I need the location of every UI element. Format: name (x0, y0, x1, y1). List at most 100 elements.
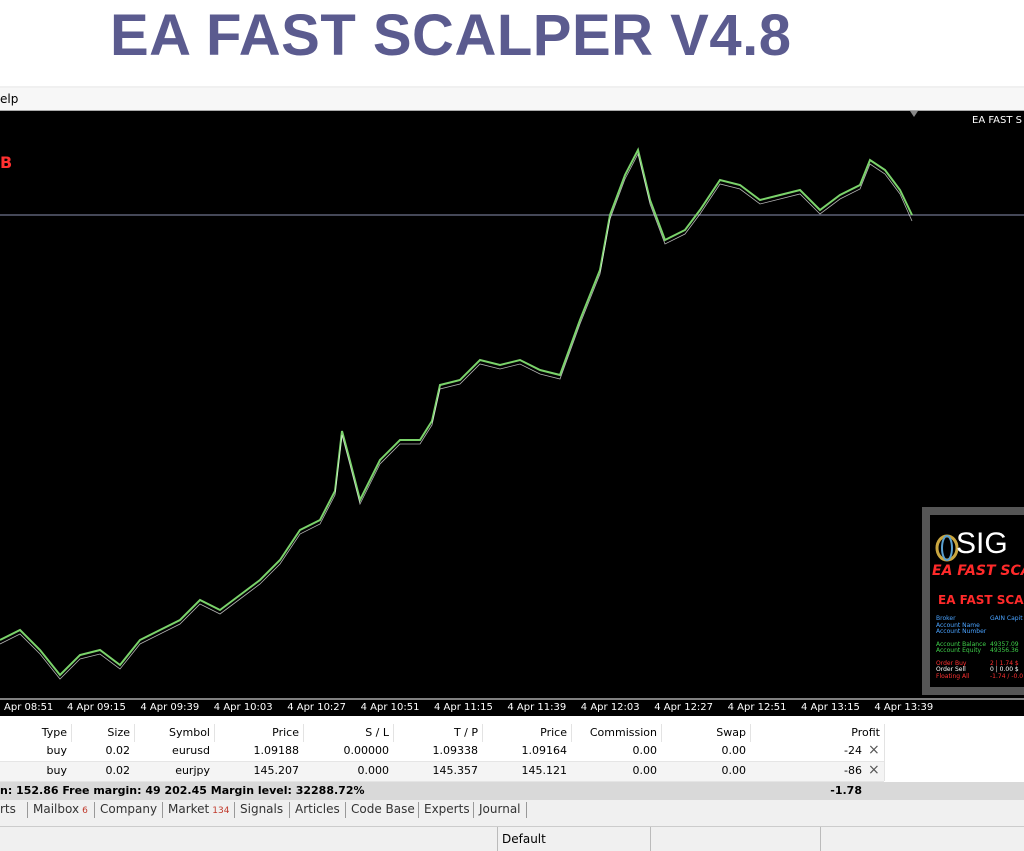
logo-text: SIG (956, 527, 1008, 560)
tab-divider (27, 802, 28, 818)
shift-marker (910, 111, 918, 117)
price-line-wick (0, 152, 913, 680)
tab-divider (418, 802, 419, 818)
close-button[interactable]: × (868, 742, 880, 758)
panel-label: Order Sell (936, 666, 966, 673)
cell: 0.00 (721, 744, 747, 757)
tab-badge: 134 (212, 806, 230, 816)
summary-text: n: 152.86 Free margin: 49 202.45 Margin … (0, 784, 365, 797)
cell: eurjpy (175, 764, 210, 777)
time-label: 4 Apr 11:15 (434, 702, 493, 713)
chart-label: EA FAST S (972, 115, 1022, 126)
cell: 0.000 (357, 764, 390, 777)
divider (820, 827, 821, 851)
time-label: 4 Apr 09:15 (67, 702, 126, 713)
time-label: 4 Apr 12:51 (727, 702, 787, 713)
menu-item[interactable]: elp (0, 92, 19, 106)
tab[interactable]: Mailbox 6 (33, 802, 88, 816)
time-label: 4 Apr 09:39 (140, 702, 200, 713)
panel-value: -1.74 / -0.0 (990, 672, 1024, 680)
tab[interactable]: rts (0, 802, 16, 816)
ea-panel-inner: SIG EA FAST SCA EA FAST SCAL Broker GAIN … (930, 515, 1024, 687)
column-header: Swap (716, 726, 746, 739)
panel-title: EA FAST SCAL (938, 593, 1024, 607)
tab-divider (289, 802, 290, 818)
divider (650, 827, 651, 851)
column-header: Profit (851, 726, 880, 739)
panel-brand: EA FAST SCA (932, 563, 1024, 579)
panel-value: 0 | 0.00 $ (990, 666, 1019, 673)
cell: 1.09164 (521, 744, 568, 757)
price-line (0, 147, 913, 677)
tab[interactable]: Journal (479, 802, 521, 816)
cell: eurusd (172, 744, 210, 757)
cell: 0.00 (721, 764, 747, 777)
cell: -86 (844, 764, 862, 777)
trade-row (0, 742, 884, 762)
banner: EA FAST SCALPER V4.8 (0, 0, 1024, 86)
tab-label: Experts (424, 802, 470, 816)
panel-value: 2 | 1.74 $ (990, 659, 1019, 667)
panel-label: Broker (936, 615, 956, 622)
column-header: Symbol (169, 726, 210, 739)
tab[interactable]: Signals (240, 802, 283, 816)
status-profile: Default (502, 832, 546, 846)
panel-value: 49356.36 (990, 647, 1019, 654)
cell: 145.121 (521, 764, 568, 777)
panel-label: Account Equity (936, 647, 982, 654)
price-chart: EA FAST S B Apr 08:51 4 Apr 09:15 4 Apr 09… (0, 111, 1024, 716)
panel-value: 49357.09 (990, 640, 1019, 648)
tab[interactable]: Code Base (351, 802, 415, 816)
time-label: 4 Apr 12:27 (654, 702, 714, 713)
cell: 145.207 (253, 764, 300, 777)
cell: 0.00 (632, 764, 658, 777)
divider (497, 827, 498, 851)
column-header: Price (540, 726, 567, 739)
cell: -24 (844, 744, 862, 757)
panel-label: Order Buy (936, 659, 967, 667)
symbol-marker: B (0, 153, 13, 172)
time-label: 4 Apr 10:51 (360, 702, 420, 713)
column-divider (884, 724, 885, 781)
tab-label: Company (100, 802, 158, 816)
cell: 0.02 (105, 764, 131, 777)
cell: 1.09188 (253, 744, 300, 757)
column-header: Type (41, 726, 67, 739)
tab-label: Market (168, 802, 210, 816)
time-label: 4 Apr 13:15 (801, 702, 860, 713)
banner-title: EA FAST SCALPER V4.8 (110, 3, 792, 68)
column-header: Price (272, 726, 299, 739)
cell: 0.00000 (343, 744, 390, 757)
time-label: 4 Apr 13:39 (874, 702, 934, 713)
cell: 0.02 (105, 744, 131, 757)
tab-divider (94, 802, 95, 818)
tab-divider (234, 802, 235, 818)
tab[interactable]: Experts (424, 802, 470, 816)
terminal: Type Size Symbol Price S / L T / P Price Commis… (0, 716, 1024, 800)
column-header: S / L (365, 726, 389, 739)
time-label: 4 Apr 11:39 (507, 702, 567, 713)
panel-label: Account Balance (936, 640, 987, 648)
tab[interactable]: Market 134 (168, 802, 229, 816)
chart-canvas (0, 111, 1024, 700)
time-label: 4 Apr 10:27 (287, 702, 347, 713)
summary-profit: -1.78 (830, 784, 862, 797)
close-button[interactable]: × (868, 762, 880, 778)
ea-panel: SIG EA FAST SCA EA FAST SCAL Broker GAIN … (922, 507, 1024, 695)
cell: buy (46, 764, 67, 777)
tab-label: Mailbox (33, 802, 80, 816)
tab-divider (345, 802, 346, 818)
panel-label: Account Number (936, 628, 987, 635)
cell: 0.00 (632, 744, 658, 757)
tab[interactable]: Company (100, 802, 157, 816)
summary-row (0, 782, 1024, 800)
column-header: Size (107, 726, 130, 739)
cell: buy (46, 744, 67, 757)
tab-divider (526, 802, 527, 818)
column-header: T / P (453, 726, 478, 739)
tab-label: Code Base (351, 802, 415, 816)
status-bar: Default (0, 826, 1024, 851)
tab[interactable]: Articles (295, 802, 340, 816)
tab-label: rts (0, 802, 16, 816)
